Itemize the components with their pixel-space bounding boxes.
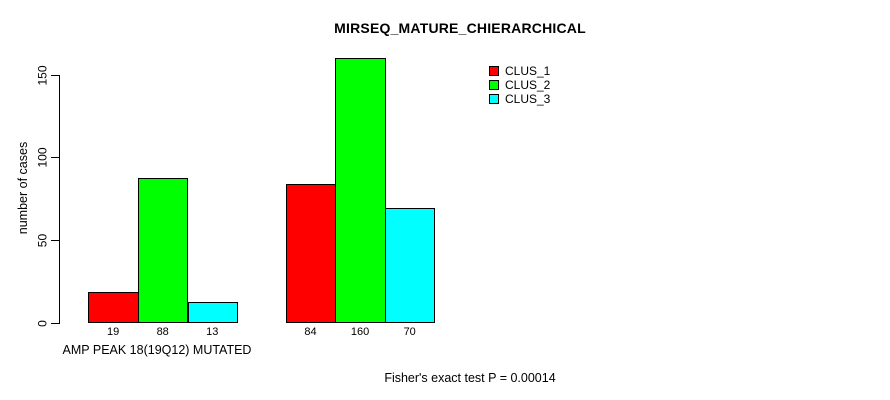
y-tick-mark	[51, 323, 59, 324]
y-tick-label: 50	[35, 233, 50, 248]
bar-value-label: 13	[206, 326, 219, 338]
legend-item-clus_1: CLUS_1	[489, 64, 550, 78]
legend-item-clus_2: CLUS_2	[489, 78, 550, 92]
legend: CLUS_1 CLUS_2 CLUS_3	[489, 64, 550, 106]
bar-value-label: 160	[350, 326, 370, 338]
bar-clus_3-group2	[384, 207, 436, 324]
y-tick-label: 0	[35, 320, 50, 327]
y-tick-mark	[51, 240, 59, 242]
bar-clus_3-group1	[187, 301, 239, 324]
x-category-label: AMP PEAK 18(19Q12) MUTATED	[62, 343, 252, 357]
legend-label: CLUS_3	[505, 92, 551, 106]
legend-swatch-icon	[489, 80, 499, 90]
legend-label: CLUS_1	[505, 64, 551, 78]
bar-value-label: 19	[106, 326, 120, 338]
bar-clus_2-group2	[335, 58, 386, 324]
bar-value-label: 70	[403, 326, 416, 338]
bar-value-label: 84	[304, 326, 317, 338]
legend-swatch-icon	[489, 66, 499, 76]
y-axis-line	[59, 74, 60, 324]
footer-note: Fisher's exact test P = 0.00014	[384, 371, 556, 385]
chart-title: MIRSEQ_MATURE_CHIERARCHICAL	[334, 20, 586, 36]
legend-item-clus_3: CLUS_3	[489, 92, 550, 106]
bar-clus_2-group1	[137, 177, 189, 324]
bar-clus_1-group1	[88, 292, 139, 324]
y-tick-mark	[51, 74, 59, 76]
y-tick-label: 100	[35, 147, 50, 168]
bar-clus_1-group2	[285, 184, 337, 324]
y-tick-label: 150	[35, 64, 50, 86]
y-tick-mark	[51, 157, 59, 159]
legend-swatch-icon	[489, 94, 499, 104]
y-axis-title: number of cases	[16, 141, 30, 235]
legend-label: CLUS_2	[505, 78, 551, 92]
bar-value-label: 88	[156, 326, 169, 338]
